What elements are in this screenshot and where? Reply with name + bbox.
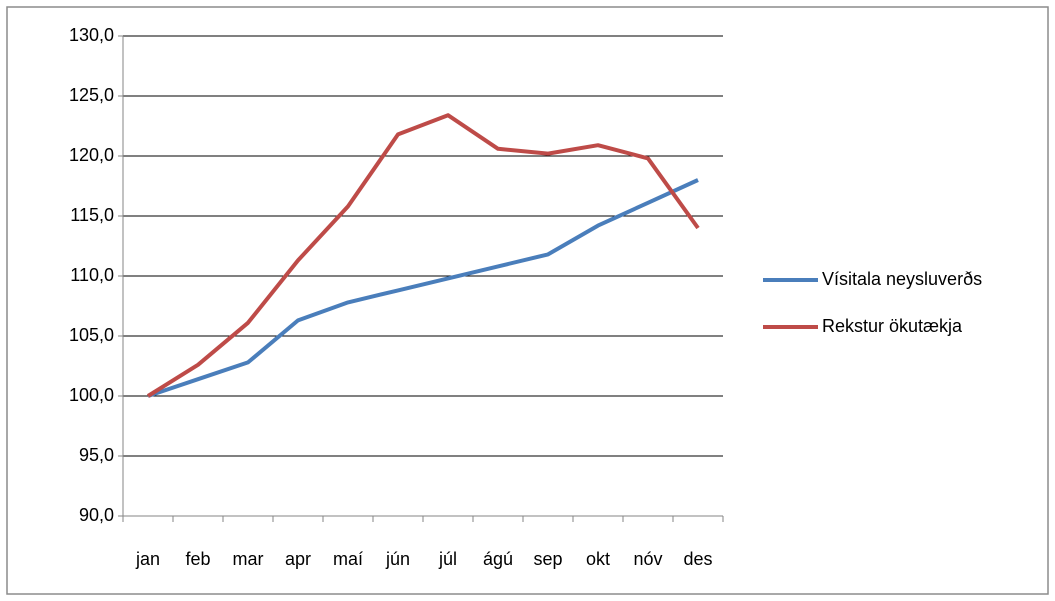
chart-frame	[6, 6, 1049, 595]
y-tick-label: 125,0	[69, 85, 114, 105]
x-tick-label: okt	[586, 549, 610, 569]
x-tick-label: sep	[533, 549, 562, 569]
series-line	[146, 113, 700, 398]
y-tick-label: 115,0	[70, 205, 114, 225]
x-tick-label: nóv	[633, 549, 662, 569]
series-line	[147, 178, 699, 398]
x-tick-label: júl	[438, 549, 457, 569]
x-tick-label: des	[683, 549, 712, 569]
x-tick-label: mar	[233, 549, 264, 569]
legend-label: Rekstur ökutækja	[822, 316, 963, 336]
y-tick-label: 100,0	[69, 385, 114, 405]
y-tick-label: 105,0	[69, 325, 114, 345]
y-tick-label: 130,0	[69, 25, 114, 45]
x-tick-label: feb	[185, 549, 210, 569]
x-tick-label: apr	[285, 549, 311, 569]
y-tick-label: 110,0	[70, 265, 114, 285]
legend-label: Vísitala neysluverðs	[822, 269, 982, 289]
y-tick-label: 120,0	[69, 145, 114, 165]
x-tick-label: jan	[135, 549, 160, 569]
y-tick-label: 95,0	[79, 445, 114, 465]
y-tick-label: 90,0	[79, 505, 114, 525]
x-tick-label: jún	[385, 549, 410, 569]
x-tick-label: maí	[333, 549, 363, 569]
x-tick-label: ágú	[483, 549, 513, 569]
